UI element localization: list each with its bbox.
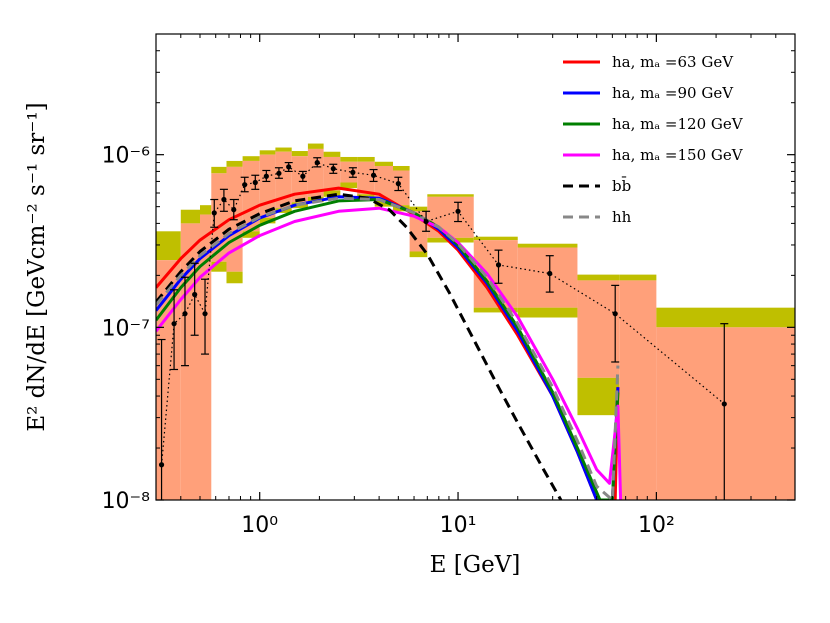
legend-label-3: ha, mₐ =150 GeV	[612, 146, 744, 164]
band-19	[577, 280, 620, 378]
y-tick-label-0: 10⁻⁸	[102, 489, 151, 514]
data-point-18	[395, 181, 401, 187]
band-14	[393, 170, 410, 206]
data-point-0	[158, 462, 165, 468]
data-point-9	[252, 179, 258, 186]
data-point-20	[455, 208, 461, 214]
data-point-3	[192, 291, 198, 298]
band-upper-4	[226, 160, 243, 167]
data-point-23	[612, 311, 618, 317]
band-12	[357, 161, 375, 195]
y-tick-label-2: 10⁻⁶	[102, 144, 151, 169]
band-upper-5	[242, 156, 260, 161]
band-lower-11	[340, 182, 358, 189]
data-point-8	[242, 182, 248, 188]
band-20	[619, 280, 657, 500]
data-point-7	[231, 207, 237, 213]
legend-label-5: hh	[612, 208, 632, 226]
x-tick-label-0: 10⁰	[241, 513, 278, 538]
band-lower-10	[323, 190, 341, 197]
data-point-6	[221, 196, 227, 203]
band-upper-7	[275, 147, 292, 152]
band-upper-21	[656, 307, 795, 328]
band-upper-1	[180, 209, 200, 224]
band-upper-19	[577, 274, 620, 281]
band-upper-20	[619, 274, 657, 281]
data-points-layer	[157, 157, 729, 500]
band-upper-18	[517, 243, 578, 248]
band-lower-15	[409, 251, 428, 258]
band-21	[656, 327, 795, 500]
legend-label-0: ha, mₐ =63 GeV	[612, 53, 734, 71]
data-point-17	[370, 172, 377, 178]
data-point-5	[211, 210, 217, 216]
data-point-22	[547, 270, 553, 277]
band-2	[200, 214, 212, 500]
legend-label-2: ha, mₐ =120 GeV	[612, 115, 744, 133]
data-point-24	[721, 401, 727, 407]
data-point-10	[263, 173, 269, 179]
band-lower-13	[374, 200, 394, 207]
band-upper-3	[211, 166, 227, 174]
band-13	[374, 165, 394, 201]
band-lower-19	[577, 377, 620, 416]
band-upper-17	[473, 236, 518, 241]
band-lower-3	[211, 261, 227, 272]
legend-label-4: bb̄	[612, 177, 631, 195]
band-8	[291, 156, 308, 203]
band-lower-17	[473, 307, 518, 313]
band-upper-0	[156, 231, 181, 261]
band-upper-10	[323, 151, 341, 157]
x-axis-label: E [GeV]	[430, 552, 521, 578]
data-point-19	[423, 218, 429, 225]
y-tick-label-1: 10⁻⁷	[102, 316, 150, 341]
band-upper-16	[427, 194, 474, 197]
band-upper-6	[259, 150, 276, 155]
data-point-2	[182, 311, 188, 317]
band-upper-8	[291, 151, 308, 157]
y-axis-label: E² dN/dE [GeVcm⁻² s⁻¹ sr⁻¹]	[24, 102, 50, 431]
data-point-13	[300, 173, 306, 179]
data-point-1	[171, 321, 177, 327]
plot-frame	[155, 33, 796, 501]
band-upper-2	[200, 205, 212, 215]
data-point-14	[314, 159, 320, 166]
data-point-4	[202, 311, 208, 317]
band-lower-18	[517, 307, 578, 318]
band-upper-14	[393, 165, 410, 171]
band-16	[427, 196, 474, 238]
band-lower-5	[242, 231, 260, 238]
data-point-16	[350, 169, 356, 175]
band-upper-9	[307, 143, 324, 149]
band-9	[307, 148, 324, 197]
band-lower-9	[307, 196, 324, 203]
ticks-layer: 10⁰ 10¹ 10² 10⁻⁸ 10⁻⁷ 10⁻⁶	[102, 33, 795, 538]
band-18	[517, 247, 578, 308]
series-line-4	[156, 192, 563, 500]
data-point-12	[286, 164, 292, 170]
legend-label-1: ha, mₐ =90 GeV	[612, 84, 734, 102]
band-upper-11	[340, 156, 358, 162]
band-upper-15	[409, 206, 428, 212]
band-upper-12	[357, 156, 375, 162]
data-point-15	[330, 166, 336, 172]
x-tick-label-2: 10²	[638, 513, 675, 538]
data-point-21	[495, 262, 502, 268]
band-lower-4	[226, 271, 243, 284]
data-point-11	[276, 170, 282, 176]
band-upper-13	[374, 161, 394, 166]
legend: ha, mₐ =63 GeV ha, mₐ =90 GeV ha, mₐ =120 …	[563, 53, 744, 226]
x-tick-label-1: 10¹	[440, 513, 477, 538]
